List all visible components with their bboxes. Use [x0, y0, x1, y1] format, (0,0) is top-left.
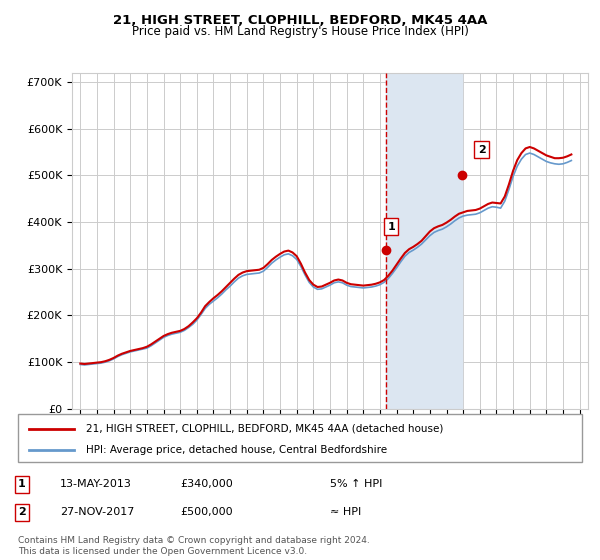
Text: 2: 2: [18, 507, 26, 517]
Text: 2: 2: [478, 145, 485, 155]
Text: £340,000: £340,000: [180, 479, 233, 489]
Text: 1: 1: [18, 479, 26, 489]
Text: 27-NOV-2017: 27-NOV-2017: [60, 507, 134, 517]
Text: 21, HIGH STREET, CLOPHILL, BEDFORD, MK45 4AA: 21, HIGH STREET, CLOPHILL, BEDFORD, MK45…: [113, 14, 487, 27]
Text: 21, HIGH STREET, CLOPHILL, BEDFORD, MK45 4AA (detached house): 21, HIGH STREET, CLOPHILL, BEDFORD, MK45…: [86, 424, 443, 433]
Text: ≈ HPI: ≈ HPI: [330, 507, 361, 517]
Bar: [386, 73, 461, 409]
Text: HPI: Average price, detached house, Central Bedfordshire: HPI: Average price, detached house, Cent…: [86, 445, 387, 455]
Text: 5% ↑ HPI: 5% ↑ HPI: [330, 479, 382, 489]
Text: 1: 1: [387, 222, 395, 232]
Text: Contains HM Land Registry data © Crown copyright and database right 2024.
This d: Contains HM Land Registry data © Crown c…: [18, 536, 370, 556]
Text: £500,000: £500,000: [180, 507, 233, 517]
FancyBboxPatch shape: [18, 414, 582, 462]
Text: Price paid vs. HM Land Registry's House Price Index (HPI): Price paid vs. HM Land Registry's House …: [131, 25, 469, 38]
Text: 13-MAY-2013: 13-MAY-2013: [60, 479, 132, 489]
